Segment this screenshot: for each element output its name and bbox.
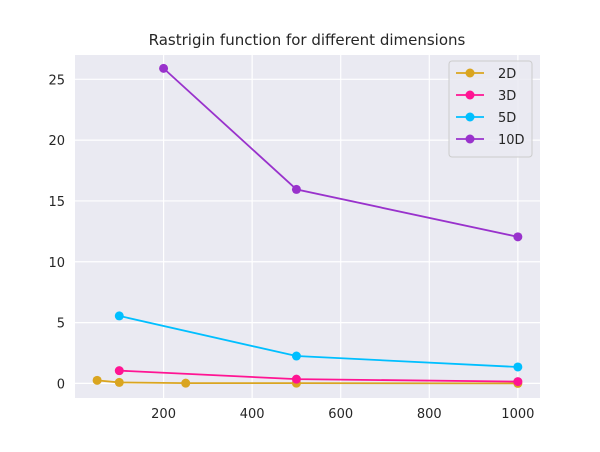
y-tick-label: 20: [48, 134, 65, 149]
series-3d: [114, 366, 523, 387]
chart-title: Rastrigin function for different dimensi…: [149, 31, 466, 49]
data-point: [513, 362, 523, 372]
legend-marker: [465, 112, 475, 122]
legend: 2D 3D 5D 10D: [448, 60, 533, 158]
y-tick-label: 10: [48, 256, 65, 271]
data-point: [291, 374, 301, 384]
legend-marker: [465, 68, 475, 78]
data-point: [513, 377, 523, 387]
legend-item-2d: 2D: [456, 67, 516, 82]
y-tick-label: 15: [48, 195, 65, 210]
legend-marker: [465, 90, 475, 100]
series-5d: [114, 311, 523, 372]
y-tick-label: 5: [57, 317, 65, 332]
legend-item-5d: 5D: [456, 111, 516, 126]
legend-box: [448, 60, 533, 158]
data-point: [181, 378, 191, 388]
y-tick-label: 0: [57, 377, 65, 392]
y-axis-ticks: 0 5 10 15 20 25: [48, 73, 65, 392]
data-point: [513, 232, 523, 242]
data-point: [114, 366, 124, 376]
data-point: [114, 377, 124, 387]
x-tick-label: 600: [328, 407, 353, 422]
legend-label: 10D: [498, 133, 525, 148]
legend-label: 3D: [498, 89, 516, 104]
legend-marker: [465, 134, 475, 144]
legend-item-10d: 10D: [456, 133, 525, 148]
data-point: [159, 63, 169, 73]
series-10d: [159, 63, 523, 242]
data-point: [291, 184, 301, 194]
y-tick-label: 25: [48, 73, 65, 88]
x-axis-ticks: 200 400 600 800 1000: [151, 407, 534, 422]
legend-label: 2D: [498, 67, 516, 82]
x-tick-label: 200: [151, 407, 176, 422]
legend-label: 5D: [498, 111, 516, 126]
data-point: [92, 375, 102, 385]
x-tick-label: 800: [417, 407, 442, 422]
data-point: [114, 311, 124, 321]
x-tick-label: 1000: [501, 407, 534, 422]
legend-item-3d: 3D: [456, 89, 516, 104]
series-group: [92, 63, 523, 388]
data-point: [291, 351, 301, 361]
x-tick-label: 400: [240, 407, 265, 422]
